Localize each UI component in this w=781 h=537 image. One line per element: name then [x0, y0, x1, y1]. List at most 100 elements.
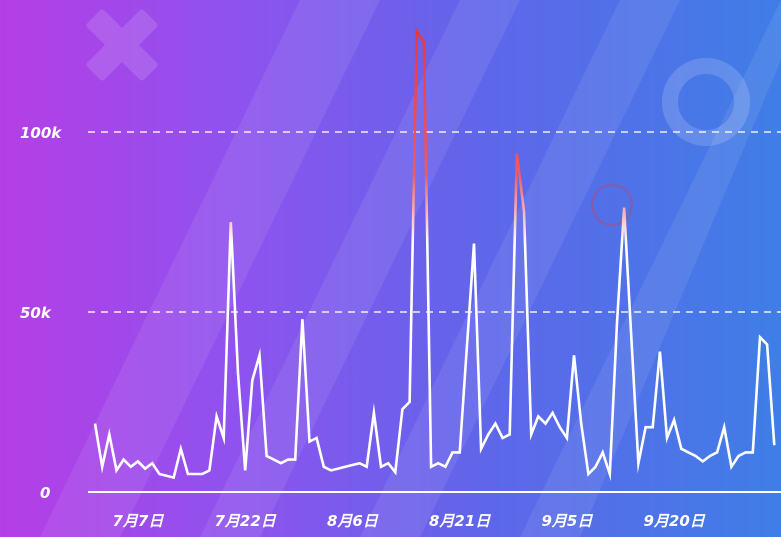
data-point — [151, 462, 153, 464]
data-point — [380, 466, 382, 468]
data-point — [680, 448, 682, 450]
data-point — [723, 426, 725, 428]
data-point — [494, 422, 496, 424]
ring-shape — [662, 58, 750, 146]
data-point — [744, 451, 746, 453]
data-point — [673, 419, 675, 421]
data-point — [230, 221, 232, 223]
data-point — [351, 464, 353, 466]
data-point — [573, 354, 575, 356]
data-point — [294, 458, 296, 460]
y-tick-label: 50k — [20, 304, 52, 322]
data-point — [487, 433, 489, 435]
data-point — [537, 415, 539, 417]
cross-shape — [86, 9, 158, 81]
data-point — [430, 466, 432, 468]
data-point — [172, 476, 174, 478]
data-point — [265, 455, 267, 457]
data-point — [730, 466, 732, 468]
data-point — [273, 458, 275, 460]
data-point — [737, 455, 739, 457]
data-point — [444, 466, 446, 468]
data-point — [587, 473, 589, 475]
data-point — [315, 437, 317, 439]
x-tick-label: 8月6日 — [327, 512, 379, 530]
data-point — [551, 412, 553, 414]
y-tick-label: 0 — [40, 484, 50, 502]
data-point — [301, 318, 303, 320]
data-point — [509, 433, 511, 435]
chart-grid — [88, 131, 781, 313]
data-point — [601, 451, 603, 453]
data-point — [694, 455, 696, 457]
data-point — [466, 347, 468, 349]
data-point — [416, 30, 418, 32]
data-point — [530, 433, 532, 435]
data-point — [358, 462, 360, 464]
data-point — [451, 451, 453, 453]
data-point — [666, 437, 668, 439]
data-point — [408, 401, 410, 403]
data-point — [716, 451, 718, 453]
data-point — [523, 210, 525, 212]
data-point — [280, 462, 282, 464]
data-point — [501, 437, 503, 439]
data-point — [687, 451, 689, 453]
data-point — [144, 467, 146, 469]
data-point — [330, 469, 332, 471]
data-point — [215, 415, 217, 417]
y-axis: 0 50k 100k — [20, 124, 62, 502]
data-point — [458, 451, 460, 453]
data-point — [702, 460, 704, 462]
data-point — [630, 336, 632, 338]
peak-glow-ring — [591, 184, 633, 226]
y-tick-label: 100k — [20, 124, 62, 142]
data-point — [766, 343, 768, 345]
data-point — [258, 354, 260, 356]
x-tick-label: 8月21日 — [429, 512, 491, 530]
data-point — [594, 466, 596, 468]
data-point — [187, 473, 189, 475]
data-point — [652, 426, 654, 428]
x-tick-label: 7月22日 — [214, 512, 276, 530]
data-point — [616, 322, 618, 324]
data-point — [752, 451, 754, 453]
data-point — [644, 426, 646, 428]
data-point — [544, 422, 546, 424]
data-point — [201, 473, 203, 475]
data-point — [194, 473, 196, 475]
data-point — [108, 433, 110, 435]
data-point — [244, 469, 246, 471]
data-point — [623, 206, 625, 208]
data-point — [566, 437, 568, 439]
data-point — [344, 466, 346, 468]
data-point — [480, 448, 482, 450]
data-point — [308, 440, 310, 442]
data-point — [94, 422, 96, 424]
data-point — [287, 458, 289, 460]
data-point — [223, 437, 225, 439]
series-group — [93, 26, 776, 482]
data-point — [130, 466, 132, 468]
data-point — [122, 458, 124, 460]
data-point — [759, 336, 761, 338]
data-point — [659, 350, 661, 352]
data-point — [337, 467, 339, 469]
data-point — [437, 462, 439, 464]
x-axis: 7月7日 7月22日 8月6日 8月21日 9月5日 9月20日 — [88, 491, 781, 530]
data-point — [401, 408, 403, 410]
background-decoration — [40, 0, 781, 537]
data-point — [387, 462, 389, 464]
data-point — [237, 372, 239, 374]
data-point — [373, 412, 375, 414]
series-line — [93, 26, 776, 482]
x-tick-label: 9月20日 — [643, 512, 705, 530]
x-tick-label: 9月5日 — [541, 512, 593, 530]
data-point — [251, 379, 253, 381]
data-point — [115, 469, 117, 471]
data-point — [773, 444, 775, 446]
data-point — [158, 473, 160, 475]
data-point — [559, 426, 561, 428]
